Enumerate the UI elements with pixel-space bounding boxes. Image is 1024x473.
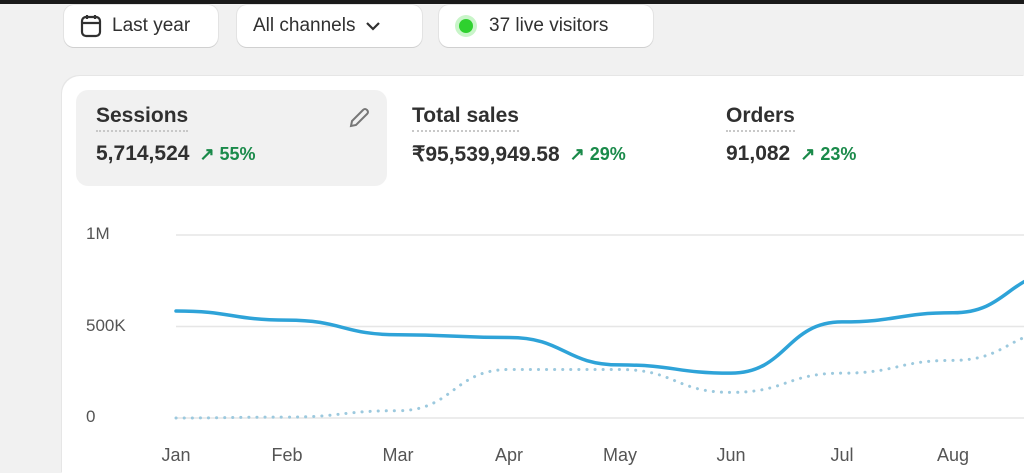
metric-value: 5,714,524: [96, 142, 190, 165]
live-visitors-button[interactable]: 37 live visitors: [439, 5, 653, 47]
metric-label: Sessions: [96, 104, 189, 132]
metric-delta: ↗ 29%: [569, 144, 626, 164]
analytics-card: Sessions 5,714,524 ↗ 55% Total sales ₹95,…: [62, 76, 1024, 473]
chevron-down-icon: [366, 22, 381, 31]
live-dot-icon: [459, 19, 473, 33]
date-range-button[interactable]: Last year: [64, 5, 218, 47]
metric-orders[interactable]: Orders 91,082 ↗ 23%: [706, 90, 1006, 186]
calendar-icon: [80, 15, 102, 38]
metric-label: Total sales: [412, 104, 519, 132]
live-visitors-label: 37 live visitors: [489, 15, 609, 36]
metric-delta: ↗ 55%: [199, 143, 256, 164]
metric-sessions[interactable]: Sessions 5,714,524 ↗ 55%: [76, 90, 387, 186]
metric-label: Orders: [726, 104, 795, 132]
y-tick-label: 1M: [86, 224, 110, 243]
channel-select[interactable]: All channels: [237, 5, 422, 47]
metric-value: ₹95,539,949.58: [412, 143, 560, 166]
edit-pencil-icon[interactable]: [347, 106, 371, 130]
y-tick-label: 0: [86, 407, 96, 426]
y-tick-label: 500K: [86, 315, 126, 335]
metric-delta: ↗ 23%: [800, 143, 857, 164]
date-range-label: Last year: [112, 15, 191, 36]
metric-value: 91,082: [726, 142, 791, 165]
metric-total-sales[interactable]: Total sales ₹95,539,949.58 ↗ 29%: [392, 90, 692, 186]
channel-label: All channels: [253, 15, 356, 36]
top-bar: [0, 0, 1024, 4]
